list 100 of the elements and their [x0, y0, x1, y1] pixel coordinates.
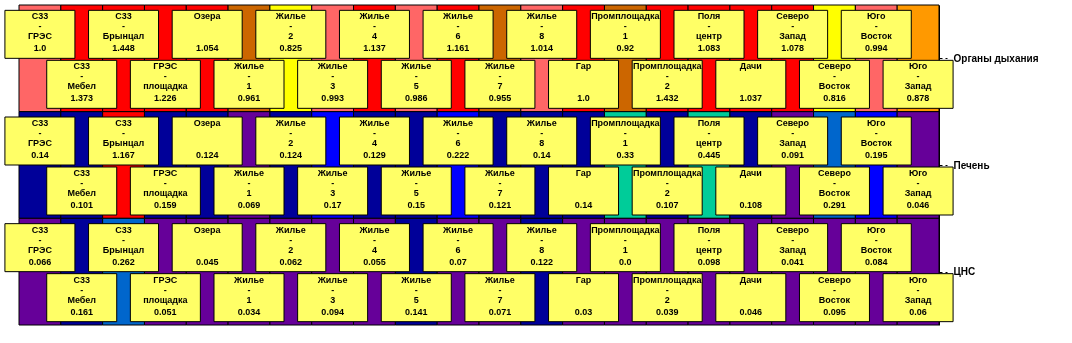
- category-label: Юго - Запад: [904, 168, 932, 198]
- category-label: Юго - Запад: [904, 274, 932, 305]
- data-label: 0.121: [488, 200, 512, 210]
- category-label: Озера: [193, 224, 221, 235]
- data-label: 0.107: [655, 200, 679, 210]
- category-label: Северо - Запад: [776, 224, 810, 255]
- data-label: 0.122: [530, 256, 553, 267]
- category-label: Жилье - 8: [526, 118, 557, 148]
- category-label: Дачи: [739, 274, 762, 285]
- data-label: 0.045: [195, 256, 219, 267]
- x-tick-label: ГРЭС - площадка: [143, 61, 189, 92]
- data-label: 1.161: [446, 43, 470, 54]
- data-label: 1.226: [154, 93, 177, 104]
- data-label: 0.816: [823, 93, 846, 104]
- data-label: 1.054: [195, 43, 219, 54]
- data-label: 0.161: [70, 306, 93, 317]
- data-label: 0.051: [154, 306, 177, 317]
- data-label: 1.014: [530, 43, 553, 54]
- category-label: Северо - Запад: [776, 118, 810, 148]
- category-label: Жилье - 5: [401, 274, 432, 305]
- x-tick-label: Промплощадка - 1: [591, 11, 661, 42]
- data-label: 0.33: [616, 150, 635, 160]
- data-label: 1.037: [739, 93, 763, 104]
- data-label: 0.069: [237, 200, 261, 210]
- data-label: 1.0: [577, 93, 590, 104]
- data-label: 0.101: [70, 200, 93, 210]
- category-label: Дачи: [739, 168, 762, 178]
- category-label: Жилье - 6: [443, 118, 474, 148]
- x-tick-label: Юго - Восток: [860, 11, 893, 42]
- category-label: Северо - Восток: [817, 168, 851, 198]
- data-label: 1.448: [112, 43, 135, 54]
- x-tick-label: Жилье - 2: [274, 11, 306, 42]
- x-tick-label: Жилье - 4: [358, 11, 390, 42]
- x-tick-label: Озера: [193, 11, 222, 22]
- data-label: 0.108: [739, 200, 763, 210]
- data-label: 1.083: [697, 43, 721, 54]
- data-label: 0.14: [532, 150, 551, 160]
- category-label: С33 - Брынцал: [102, 224, 145, 255]
- data-label: 0.445: [697, 150, 721, 160]
- category-label: Гар: [575, 168, 592, 178]
- x-tick-label: Жилье - 8: [525, 11, 557, 42]
- data-label: 0.14: [574, 200, 593, 210]
- data-label: 1.373: [70, 93, 93, 104]
- data-label: 0.07: [449, 256, 467, 267]
- category-label: Жилье - 7: [484, 168, 515, 198]
- category-label: ГРЭС - площадка: [143, 274, 188, 305]
- data-label: 0.986: [405, 93, 428, 104]
- category-label: Гар: [575, 274, 592, 285]
- x-tick-label: Жилье - 6: [442, 11, 474, 42]
- data-label: 0.084: [865, 256, 888, 267]
- x-tick-label: С33 - Мебел: [67, 61, 97, 92]
- x-tick-label: Промплощадка - 2: [632, 61, 703, 92]
- category-label: Поля - центр: [696, 118, 722, 148]
- data-label: 0.141: [405, 306, 428, 317]
- category-label: Жилье - 2: [275, 118, 306, 148]
- category-label: Жилье - 2: [275, 224, 306, 255]
- data-label: 0.195: [865, 150, 888, 160]
- data-label: 0.094: [321, 306, 344, 317]
- data-label: 0.15: [407, 200, 426, 210]
- category-label: Промплощадка - 1: [591, 118, 660, 148]
- data-label: 0.06: [909, 306, 927, 317]
- category-label: Озера: [193, 118, 221, 128]
- category-label: Жилье - 4: [359, 118, 390, 148]
- category-label: Юго - Восток: [860, 224, 892, 255]
- data-label: 1.137: [363, 43, 386, 54]
- category-label: Жилье - 3: [317, 168, 348, 198]
- x-tick-label: Гар: [575, 61, 592, 72]
- data-label: 0.034: [237, 306, 261, 317]
- x-tick-label: Жилье - 7: [483, 61, 515, 92]
- category-label: Жилье - 1: [234, 168, 264, 198]
- data-label: 0.262: [112, 256, 135, 267]
- x-tick-label: Поля - центр: [696, 11, 723, 42]
- category-label: Промплощадка - 2: [632, 274, 702, 305]
- category-label: Поля - центр: [696, 224, 722, 255]
- x-tick-label: Юго - Запад: [904, 61, 932, 92]
- x-tick-label: Жилье - 5: [400, 61, 432, 92]
- data-label: 0.098: [697, 256, 721, 267]
- data-label: 0.878: [906, 93, 930, 104]
- y-tick-label: ЦНС: [953, 266, 976, 278]
- x-tick-label: Дачи: [739, 61, 762, 72]
- x-tick-label: С33 - Брынцал: [102, 11, 145, 42]
- category-label: С33 - ГРЭС: [27, 118, 52, 148]
- data-label: 0.291: [823, 200, 846, 210]
- data-label: 0.071: [488, 306, 512, 317]
- data-label: 0.03: [574, 306, 593, 317]
- x-tick-label: С33 - ГРЭС: [27, 11, 53, 42]
- data-label: 1.078: [781, 43, 804, 54]
- data-label: 0.124: [195, 150, 219, 160]
- data-label: 0.994: [865, 43, 888, 54]
- category-label: Жилье - 7: [484, 274, 515, 305]
- category-label: ГРЭС - площадка: [143, 168, 188, 198]
- data-label: 1.167: [112, 150, 135, 160]
- category-label: Жилье - 8: [526, 224, 557, 255]
- data-label: 0.825: [279, 43, 303, 54]
- x-tick-label: Жилье - 3: [316, 61, 348, 92]
- category-label: Жилье - 4: [359, 224, 390, 255]
- y-tick-label: Печень: [953, 159, 990, 171]
- data-label: 0.159: [154, 200, 177, 210]
- data-label: 0.14: [31, 150, 49, 160]
- data-label: 0.993: [321, 93, 344, 104]
